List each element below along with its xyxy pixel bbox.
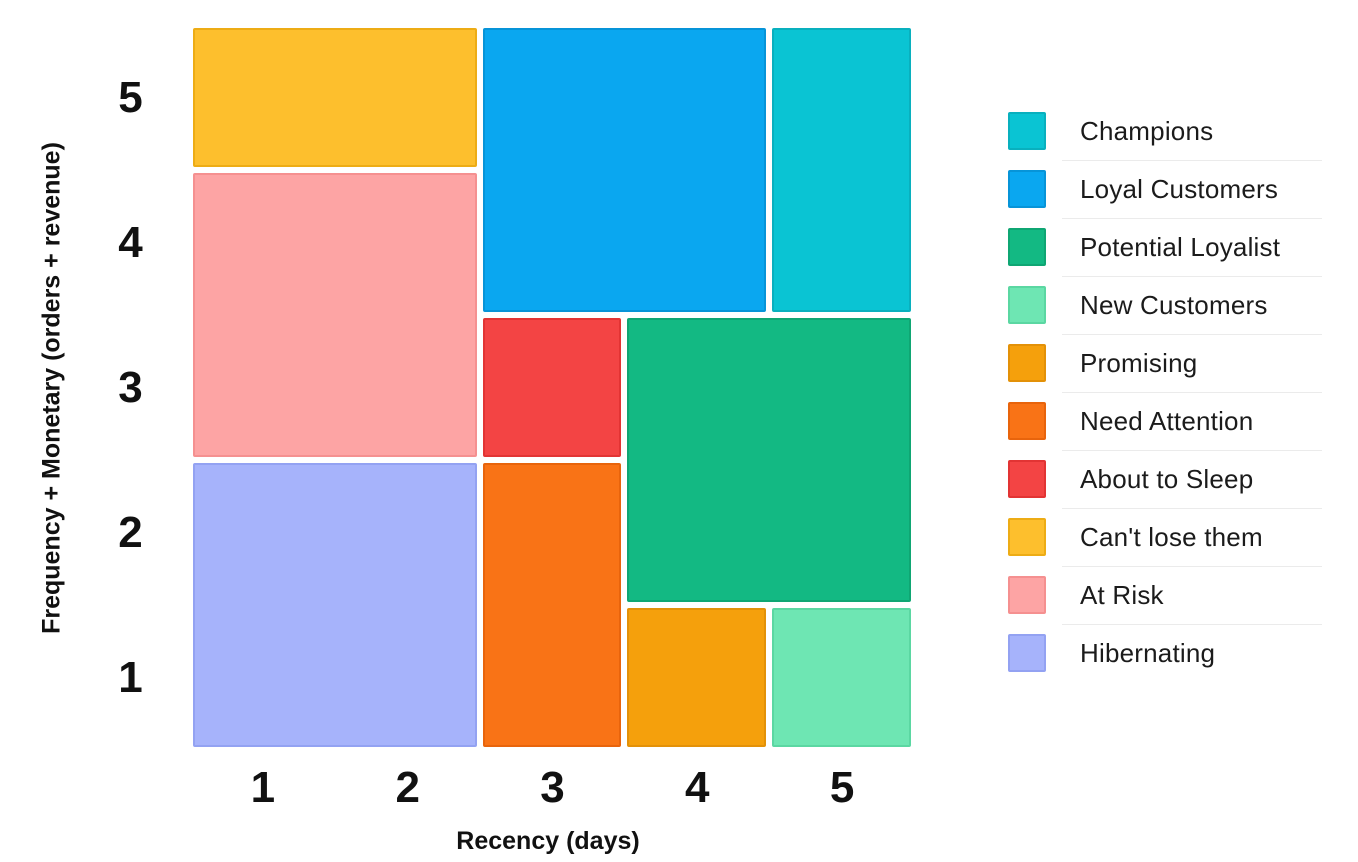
legend-label: At Risk xyxy=(1080,579,1164,610)
legend: Champions Loyal Customers Potential Loyali… xyxy=(1008,102,1338,682)
segment-hibernating xyxy=(193,463,477,747)
segment-at-risk xyxy=(193,173,477,457)
legend-label: Can't lose them xyxy=(1080,521,1263,552)
legend-item-need-attention: Need Attention xyxy=(1008,392,1338,450)
legend-swatch-icon xyxy=(1008,402,1046,440)
legend-label: Hibernating xyxy=(1080,637,1216,668)
legend-label: Need Attention xyxy=(1080,405,1254,436)
legend-label: About to Sleep xyxy=(1080,463,1254,494)
legend-divider xyxy=(1062,624,1322,625)
segment-promising xyxy=(627,608,767,747)
legend-divider xyxy=(1062,392,1322,393)
x-axis-ticks: 1 2 3 4 5 xyxy=(190,766,914,812)
rfm-grid-plot xyxy=(190,25,914,750)
legend-label: Potential Loyalist xyxy=(1080,231,1281,262)
segment-about-to-sleep xyxy=(482,318,622,457)
y-tick-4: 4 xyxy=(118,217,143,267)
legend-label: Champions xyxy=(1080,115,1214,146)
x-tick-4: 4 xyxy=(685,763,710,812)
legend-item-can-t-lose-them: Can't lose them xyxy=(1008,508,1338,566)
x-tick-5: 5 xyxy=(829,763,855,812)
y-tick-1: 1 xyxy=(118,652,143,702)
legend-label: Promising xyxy=(1080,347,1198,378)
legend-swatch-icon xyxy=(1008,634,1046,672)
legend-divider xyxy=(1062,276,1322,277)
segment-need-attention xyxy=(482,463,622,747)
y-tick-3: 3 xyxy=(118,362,143,412)
y-axis-ticks: 5 4 3 2 1 xyxy=(0,25,170,750)
legend-divider xyxy=(1062,450,1322,451)
legend-label: New Customers xyxy=(1080,289,1268,320)
legend-swatch-icon xyxy=(1008,286,1046,324)
legend-divider xyxy=(1062,334,1322,335)
legend-swatch-icon xyxy=(1008,576,1046,614)
x-tick-3: 3 xyxy=(540,763,565,812)
legend-divider xyxy=(1062,218,1322,219)
legend-swatch-icon xyxy=(1008,112,1046,150)
x-tick-1: 1 xyxy=(250,763,276,812)
segment-new-customers xyxy=(772,608,911,747)
legend-swatch-icon xyxy=(1008,344,1046,382)
segment-can-t-lose-them xyxy=(193,28,477,167)
x-tick-2: 2 xyxy=(395,763,420,812)
segment-loyal-customers xyxy=(482,28,767,312)
legend-item-potential-loyalist: Potential Loyalist xyxy=(1008,218,1338,276)
legend-divider xyxy=(1062,566,1322,567)
legend-label: Loyal Customers xyxy=(1080,173,1279,204)
y-tick-2: 2 xyxy=(118,507,143,557)
legend-item-champions: Champions xyxy=(1008,102,1338,160)
legend-item-promising: Promising xyxy=(1008,334,1338,392)
legend-item-at-risk: At Risk xyxy=(1008,566,1338,624)
segment-champions xyxy=(772,28,911,312)
legend-swatch-icon xyxy=(1008,228,1046,266)
legend-divider xyxy=(1062,160,1322,161)
legend-item-new-customers: New Customers xyxy=(1008,276,1338,334)
segment-potential-loyalist xyxy=(627,318,911,602)
legend-item-hibernating: Hibernating xyxy=(1008,624,1338,682)
legend-item-about-to-sleep: About to Sleep xyxy=(1008,450,1338,508)
legend-divider xyxy=(1062,508,1322,509)
legend-swatch-icon xyxy=(1008,518,1046,556)
y-tick-5: 5 xyxy=(118,72,143,122)
legend-swatch-icon xyxy=(1008,460,1046,498)
x-axis-title: Recency (days) xyxy=(456,827,640,855)
legend-item-loyal-customers: Loyal Customers xyxy=(1008,160,1338,218)
legend-swatch-icon xyxy=(1008,170,1046,208)
